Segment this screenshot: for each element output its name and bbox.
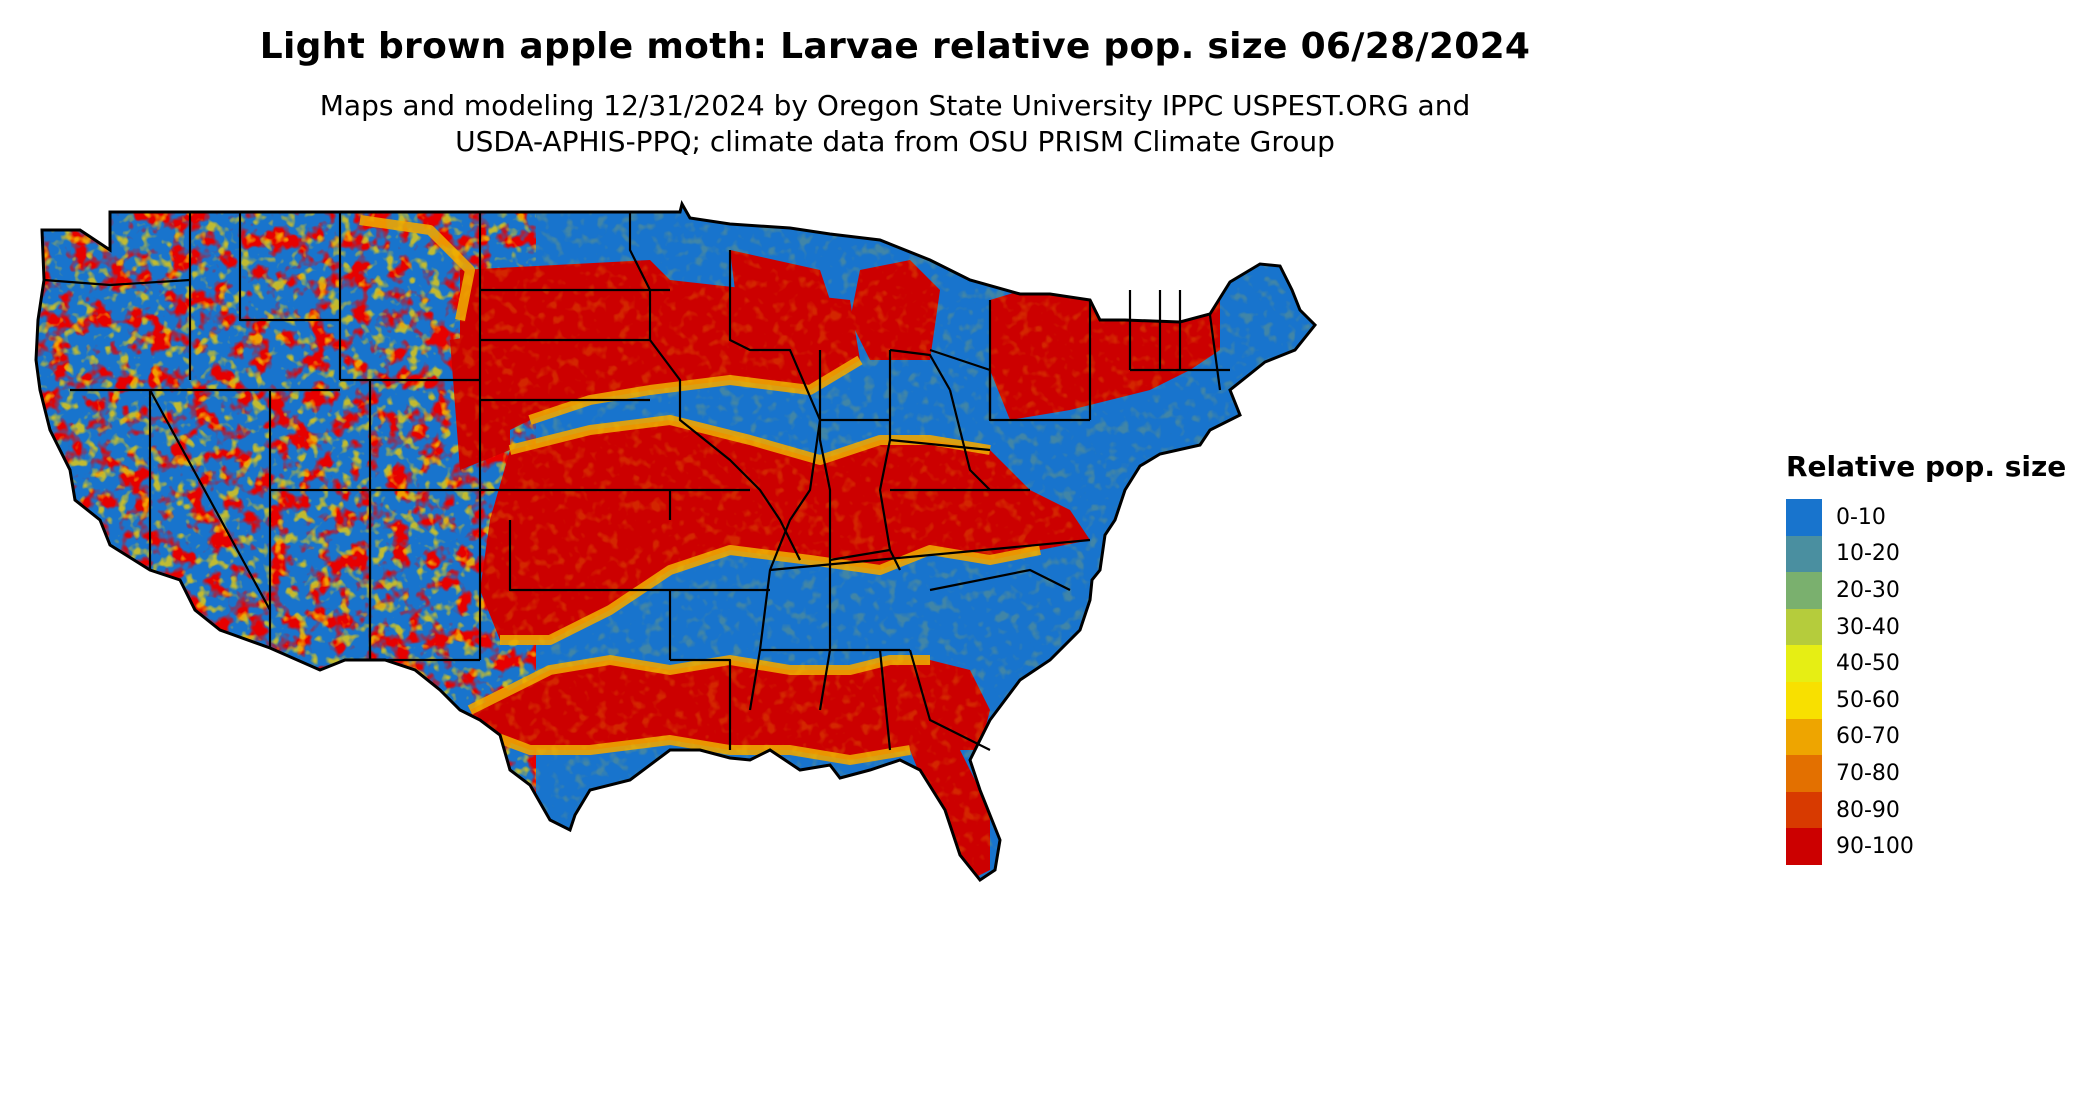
legend-swatch xyxy=(1786,681,1822,719)
subtitle-line-1: Maps and modeling 12/31/2024 by Oregon S… xyxy=(319,89,1471,122)
subtitle-line-2: USDA-APHIS-PPQ; climate data from OSU PR… xyxy=(455,125,1335,158)
legend-item: 20-30 xyxy=(1786,572,2086,609)
legend-item: 60-70 xyxy=(1786,718,2086,756)
legend-item: 90-100 xyxy=(1786,828,2086,865)
legend-label: 10-20 xyxy=(1836,541,1900,567)
legend-item: 80-90 xyxy=(1786,791,2086,829)
legend-label: 40-50 xyxy=(1836,651,1900,677)
legend-swatch xyxy=(1786,572,1822,609)
legend-item: 0-10 xyxy=(1786,499,2086,536)
legend-items: 0-10 10-20 20-30 30-40 40-50 50-60 60-70 xyxy=(1786,499,2086,865)
legend-label: 20-30 xyxy=(1836,577,1900,603)
legend-title: Relative pop. size xyxy=(1786,450,2067,483)
legend-item: 10-20 xyxy=(1786,535,2086,573)
map-title: Light brown apple moth: Larvae relative … xyxy=(259,26,1531,67)
legend-swatch xyxy=(1786,791,1822,829)
legend-label: 60-70 xyxy=(1836,724,1900,750)
legend-swatch xyxy=(1786,645,1822,682)
legend-label: 30-40 xyxy=(1836,614,1900,640)
map-subtitle: Maps and modeling 12/31/2024 by Oregon S… xyxy=(0,88,1790,160)
legend-swatch xyxy=(1786,608,1822,646)
legend-item: 30-40 xyxy=(1786,608,2086,646)
legend-label: 0-10 xyxy=(1836,504,1886,530)
legend-item: 70-80 xyxy=(1786,755,2086,792)
legend-swatch xyxy=(1786,499,1822,536)
legend-item: 40-50 xyxy=(1786,645,2086,682)
state-borders xyxy=(43,212,1230,751)
legend-label: 90-100 xyxy=(1836,834,1914,860)
us-map xyxy=(30,190,1760,1110)
legend-swatch xyxy=(1786,718,1822,756)
legend-swatch xyxy=(1786,828,1822,865)
legend-label: 80-90 xyxy=(1836,797,1900,823)
legend-swatch xyxy=(1786,535,1822,573)
legend-item: 50-60 xyxy=(1786,681,2086,719)
legend-swatch xyxy=(1786,755,1822,792)
legend-label: 70-80 xyxy=(1836,760,1900,786)
us-outline xyxy=(34,200,1318,883)
legend: Relative pop. size 0-10 10-20 20-30 30-4… xyxy=(1786,450,2086,865)
legend-label: 50-60 xyxy=(1836,687,1900,713)
us-map-svg xyxy=(34,200,1318,883)
